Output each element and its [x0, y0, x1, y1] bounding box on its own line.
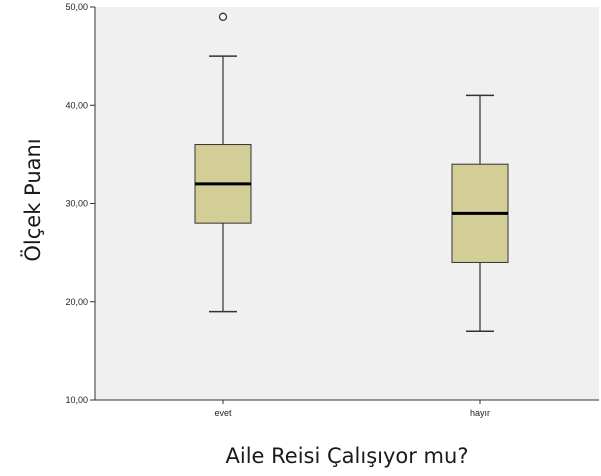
box-hayır — [451, 94, 509, 332]
x-tick-label: evet — [214, 408, 232, 418]
y-tick-label: 50,00 — [65, 2, 88, 12]
boxes-group — [194, 12, 509, 332]
y-tick-label: 10,00 — [65, 395, 88, 405]
y-tick-label: 20,00 — [65, 297, 88, 307]
box-evet — [194, 12, 252, 313]
x-axis-title: Aile Reisi Çalışıyor mu? — [226, 444, 469, 468]
y-tick-label: 40,00 — [65, 100, 88, 110]
x-tick-label: hayır — [470, 408, 490, 418]
plot-area — [95, 7, 599, 400]
x-axis-ticks: evet hayır — [214, 400, 490, 418]
y-tick-label: 30,00 — [65, 199, 88, 209]
y-axis-ticks: 10,00 20,00 30,00 40,00 50,00 — [65, 2, 95, 405]
outlier-point — [218, 12, 228, 21]
y-axis-title: Ölçek Puanı — [20, 138, 45, 261]
